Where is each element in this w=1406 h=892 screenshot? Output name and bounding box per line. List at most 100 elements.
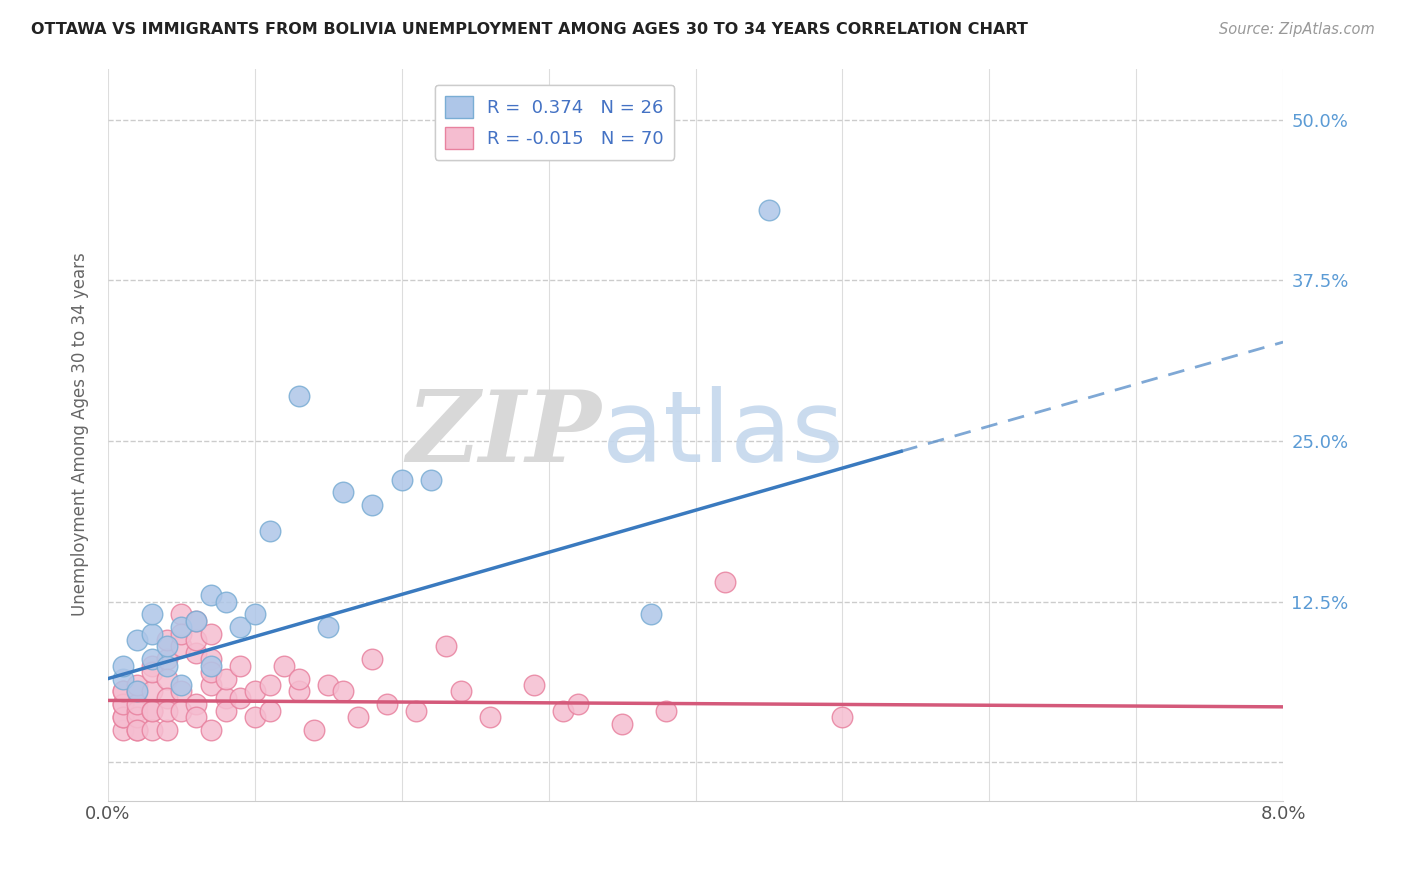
- Point: [141, 626, 163, 640]
- Point: [184, 698, 207, 712]
- Point: [141, 652, 163, 666]
- Point: [259, 524, 281, 538]
- Point: [405, 704, 427, 718]
- Point: [184, 646, 207, 660]
- Point: [170, 620, 193, 634]
- Point: [156, 640, 179, 654]
- Point: [111, 684, 134, 698]
- Point: [288, 389, 311, 403]
- Point: [111, 710, 134, 724]
- Point: [229, 620, 252, 634]
- Point: [200, 658, 222, 673]
- Point: [111, 658, 134, 673]
- Point: [318, 620, 340, 634]
- Point: [141, 684, 163, 698]
- Point: [273, 658, 295, 673]
- Point: [184, 710, 207, 724]
- Point: [434, 640, 457, 654]
- Point: [214, 690, 236, 705]
- Point: [346, 710, 368, 724]
- Point: [214, 672, 236, 686]
- Point: [127, 698, 149, 712]
- Point: [127, 710, 149, 724]
- Point: [229, 658, 252, 673]
- Point: [259, 704, 281, 718]
- Legend: R =  0.374   N = 26, R = -0.015   N = 70: R = 0.374 N = 26, R = -0.015 N = 70: [434, 85, 675, 160]
- Point: [170, 678, 193, 692]
- Point: [200, 626, 222, 640]
- Point: [127, 633, 149, 648]
- Point: [156, 652, 179, 666]
- Point: [111, 672, 134, 686]
- Point: [127, 723, 149, 737]
- Point: [288, 672, 311, 686]
- Point: [127, 684, 149, 698]
- Point: [332, 485, 354, 500]
- Point: [111, 710, 134, 724]
- Text: ZIP: ZIP: [406, 386, 602, 483]
- Point: [610, 716, 633, 731]
- Point: [243, 607, 266, 622]
- Point: [318, 678, 340, 692]
- Point: [243, 684, 266, 698]
- Point: [141, 704, 163, 718]
- Point: [170, 684, 193, 698]
- Point: [127, 678, 149, 692]
- Point: [758, 202, 780, 217]
- Point: [170, 607, 193, 622]
- Text: atlas: atlas: [602, 386, 844, 483]
- Point: [156, 690, 179, 705]
- Point: [332, 684, 354, 698]
- Point: [375, 698, 398, 712]
- Point: [141, 723, 163, 737]
- Point: [420, 473, 443, 487]
- Point: [184, 633, 207, 648]
- Point: [243, 710, 266, 724]
- Point: [111, 698, 134, 712]
- Point: [200, 665, 222, 680]
- Point: [640, 607, 662, 622]
- Point: [170, 626, 193, 640]
- Point: [200, 588, 222, 602]
- Point: [214, 704, 236, 718]
- Point: [111, 723, 134, 737]
- Point: [214, 594, 236, 608]
- Point: [361, 498, 384, 512]
- Y-axis label: Unemployment Among Ages 30 to 34 years: Unemployment Among Ages 30 to 34 years: [72, 252, 89, 616]
- Point: [714, 575, 737, 590]
- Point: [831, 710, 853, 724]
- Text: OTTAWA VS IMMIGRANTS FROM BOLIVIA UNEMPLOYMENT AMONG AGES 30 TO 34 YEARS CORRELA: OTTAWA VS IMMIGRANTS FROM BOLIVIA UNEMPL…: [31, 22, 1028, 37]
- Point: [200, 678, 222, 692]
- Point: [141, 704, 163, 718]
- Point: [141, 658, 163, 673]
- Point: [288, 684, 311, 698]
- Point: [111, 684, 134, 698]
- Point: [478, 710, 501, 724]
- Point: [127, 684, 149, 698]
- Point: [156, 672, 179, 686]
- Point: [127, 704, 149, 718]
- Point: [141, 665, 163, 680]
- Point: [200, 723, 222, 737]
- Point: [156, 633, 179, 648]
- Point: [391, 473, 413, 487]
- Point: [302, 723, 325, 737]
- Point: [111, 698, 134, 712]
- Point: [156, 658, 179, 673]
- Text: Source: ZipAtlas.com: Source: ZipAtlas.com: [1219, 22, 1375, 37]
- Point: [170, 640, 193, 654]
- Point: [156, 704, 179, 718]
- Point: [567, 698, 589, 712]
- Point: [450, 684, 472, 698]
- Point: [553, 704, 575, 718]
- Point: [141, 607, 163, 622]
- Point: [170, 704, 193, 718]
- Point: [655, 704, 678, 718]
- Point: [184, 614, 207, 628]
- Point: [229, 690, 252, 705]
- Point: [156, 723, 179, 737]
- Point: [127, 723, 149, 737]
- Point: [523, 678, 546, 692]
- Point: [361, 652, 384, 666]
- Point: [200, 652, 222, 666]
